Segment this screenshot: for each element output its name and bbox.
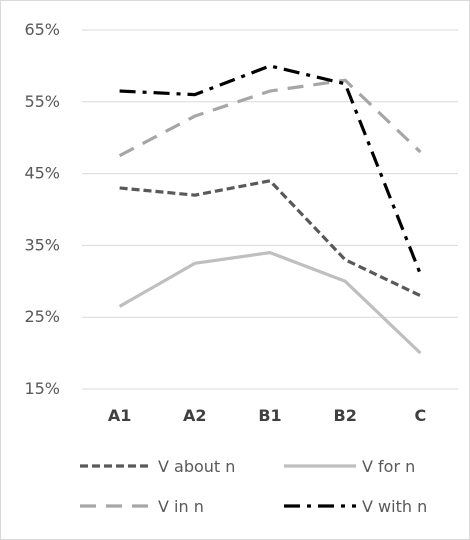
x-tick-label: B1 (258, 406, 281, 425)
series-lines (118, 64, 422, 355)
x-tick-label: A2 (183, 406, 207, 425)
x-tick-label: B2 (334, 406, 357, 425)
y-tick-label: 15% (24, 379, 60, 398)
y-tick-label: 45% (24, 164, 60, 183)
x-tick-label: A1 (108, 406, 132, 425)
legend-label: V in n (158, 497, 204, 516)
y-tick-label: 35% (24, 235, 60, 254)
y-tick-label: 65% (24, 20, 60, 39)
legend: V about n V for n V in n V with n (80, 457, 427, 516)
legend-label: V for n (362, 457, 415, 476)
legend-label: V with n (362, 497, 427, 516)
legend-label: V about n (158, 457, 235, 476)
x-axis-ticks: A1 A2 B1 B2 C (108, 406, 426, 425)
grid-lines (82, 29, 458, 390)
x-tick-label: C (415, 406, 427, 425)
series-line-0 (119, 179, 422, 298)
series-line-3 (119, 64, 422, 275)
series-line-1 (118, 250, 422, 355)
series-line-2 (118, 78, 422, 158)
y-tick-label: 25% (24, 307, 60, 326)
y-axis-ticks: 15% 25% 35% 45% 55% 65% (24, 20, 60, 398)
y-tick-label: 55% (24, 92, 60, 111)
